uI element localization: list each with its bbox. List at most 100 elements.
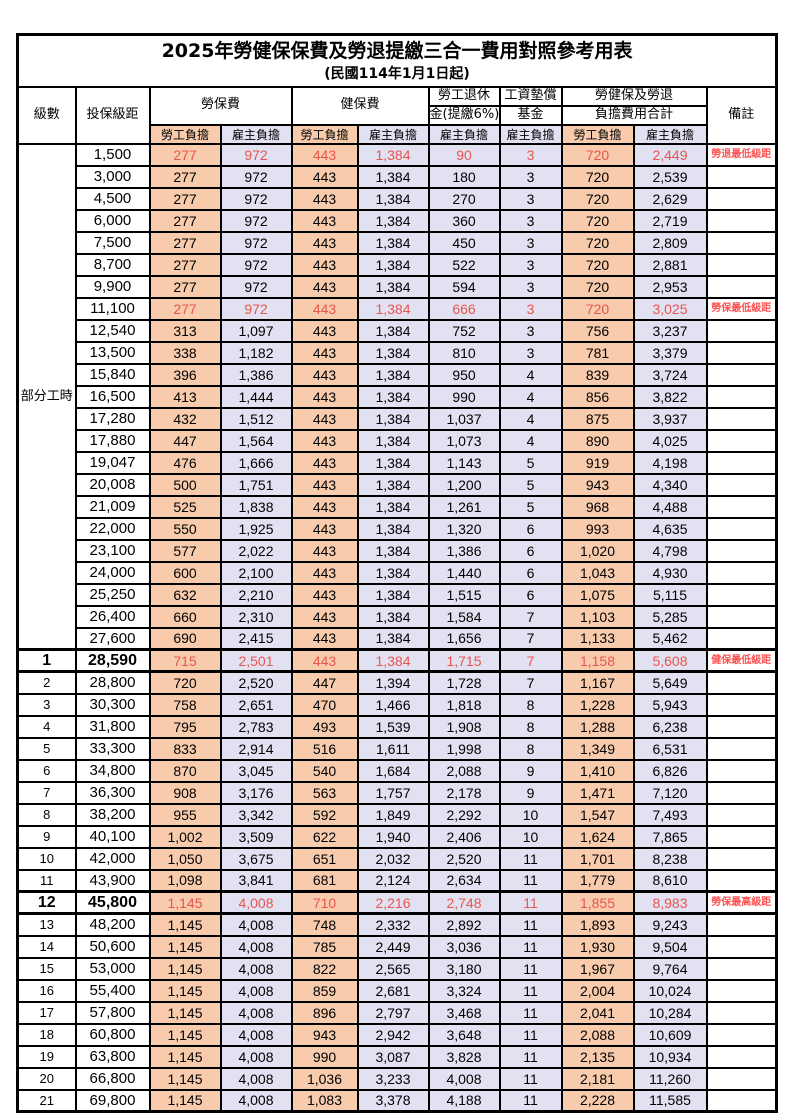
cell-wagefund-employer: 3 (498, 252, 563, 277)
table-row: 11 43,900 1,098 3,841 681 2,124 2,634 11 1,779 8,… (16, 868, 778, 893)
cell-labor-employee: 313 (148, 318, 222, 343)
cell-health-employer: 1,539 (356, 714, 430, 739)
cell-total-employer: 4,340 (632, 472, 708, 497)
header-pension-line2: 金(提繳6%) (427, 104, 501, 126)
cell-total-employer: 6,531 (632, 736, 708, 761)
table-row: 8 38,200 955 3,342 592 1,849 2,292 10 1,547 7,493 (16, 802, 778, 827)
cell-pension-employer: 2,892 (427, 912, 501, 937)
cell-total-employer: 2,953 (632, 274, 708, 299)
cell-wagefund-employer: 4 (498, 384, 563, 409)
cell-pension-employer: 2,634 (427, 868, 501, 893)
cell-health-employee: 443 (290, 252, 359, 277)
cell-labor-employee: 396 (148, 362, 222, 387)
cell-labor-employer: 4,008 (219, 978, 293, 1003)
cell-pension-employer: 1,261 (427, 494, 501, 519)
cell-labor-employer: 3,509 (219, 824, 293, 849)
cell-labor-employee: 500 (148, 472, 222, 497)
cell-level: 21 (16, 1088, 77, 1113)
cell-note (705, 692, 778, 717)
table-row: 8,700 277 972 443 1,384 522 3 720 2,881 (18, 252, 778, 277)
table-row: 23,100 577 2,022 443 1,384 1,386 6 1,020 4,798 (18, 538, 778, 563)
cell-health-employee: 681 (290, 868, 359, 893)
table-row: 21 69,800 1,145 4,008 1,083 3,378 4,188 11 2,228… (16, 1088, 778, 1113)
cell-labor-employer: 972 (219, 296, 293, 321)
cell-labor-employee: 525 (148, 494, 222, 519)
cell-labor-employer: 4,008 (219, 912, 293, 937)
table-row: 22,000 550 1,925 443 1,384 1,320 6 993 4,635 (18, 516, 778, 541)
cell-health-employer: 2,124 (356, 868, 430, 893)
cell-labor-employer: 4,008 (219, 1066, 293, 1091)
table-row: 17 57,800 1,145 4,008 896 2,797 3,468 11 2,041 10… (16, 1000, 778, 1025)
cell-note (705, 208, 778, 233)
cell-total-employee: 943 (560, 472, 635, 497)
cell-pension-employer: 522 (427, 252, 501, 277)
cell-total-employee: 968 (560, 494, 635, 519)
cell-bracket: 24,000 (74, 560, 151, 585)
table-row: 13 48,200 1,145 4,008 748 2,332 2,892 11 1,893 9,… (16, 912, 778, 937)
cell-note (705, 274, 778, 299)
cell-bracket: 36,300 (74, 780, 151, 805)
cell-labor-employer: 972 (219, 230, 293, 255)
cell-wagefund-employer: 3 (498, 164, 563, 189)
cell-wagefund-employer: 7 (498, 626, 563, 651)
cell-total-employee: 1,158 (560, 648, 635, 673)
cell-labor-employee: 277 (148, 230, 222, 255)
cell-total-employer: 3,025 (632, 296, 708, 321)
cell-total-employee: 1,779 (560, 868, 635, 893)
cell-health-employee: 516 (290, 736, 359, 761)
cell-note: 勞保最高級距 (705, 890, 778, 915)
cell-level: 4 (16, 714, 77, 739)
cell-total-employer: 10,934 (632, 1044, 708, 1069)
cell-bracket: 11,100 (74, 296, 151, 321)
cell-labor-employee: 1,145 (148, 1044, 222, 1069)
cell-bracket: 63,800 (74, 1044, 151, 1069)
cell-bracket: 16,500 (74, 384, 151, 409)
table-row: 10 42,000 1,050 3,675 651 2,032 2,520 11 1,701 8,… (16, 846, 778, 871)
cell-level: 6 (16, 758, 77, 783)
subheader-health-employee: 勞工負擔 (290, 123, 359, 145)
cell-bracket: 69,800 (74, 1088, 151, 1113)
cell-health-employee: 443 (290, 230, 359, 255)
cell-health-employer: 1,684 (356, 758, 430, 783)
cell-labor-employer: 1,444 (219, 384, 293, 409)
cell-health-employer: 1,394 (356, 670, 430, 695)
cell-level: 7 (16, 780, 77, 805)
cell-bracket: 53,000 (74, 956, 151, 981)
cell-wagefund-employer: 11 (498, 890, 563, 915)
cell-wagefund-employer: 3 (498, 274, 563, 299)
cell-wagefund-employer: 3 (498, 230, 563, 255)
cell-health-employer: 1,466 (356, 692, 430, 717)
cell-health-employer: 1,757 (356, 780, 430, 805)
cell-bracket: 19,047 (74, 450, 151, 475)
cell-total-employer: 9,764 (632, 956, 708, 981)
subheader-total-employee: 勞工負擔 (560, 123, 635, 145)
cell-labor-employer: 4,008 (219, 1088, 293, 1113)
cell-wagefund-employer: 5 (498, 472, 563, 497)
cell-labor-employer: 3,176 (219, 780, 293, 805)
cell-note (705, 230, 778, 255)
cell-labor-employer: 2,783 (219, 714, 293, 739)
cell-labor-employer: 4,008 (219, 1022, 293, 1047)
cell-total-employer: 4,635 (632, 516, 708, 541)
header-pension-line1: 勞工退休 (427, 85, 501, 107)
cell-labor-employee: 277 (148, 142, 222, 167)
cell-total-employee: 720 (560, 208, 635, 233)
cell-labor-employee: 447 (148, 428, 222, 453)
cell-labor-employee: 795 (148, 714, 222, 739)
cell-total-employer: 3,937 (632, 406, 708, 431)
cell-note (705, 912, 778, 937)
cell-pension-employer: 90 (427, 142, 501, 167)
cell-bracket: 7,500 (74, 230, 151, 255)
cell-total-employer: 2,719 (632, 208, 708, 233)
part-time-group-cell: 部分工時 (16, 142, 77, 651)
cell-bracket: 23,100 (74, 538, 151, 563)
cell-health-employee: 622 (290, 824, 359, 849)
cell-bracket: 55,400 (74, 978, 151, 1003)
cell-bracket: 25,250 (74, 582, 151, 607)
cell-pension-employer: 1,386 (427, 538, 501, 563)
cell-labor-employer: 2,210 (219, 582, 293, 607)
cell-health-employer: 1,384 (356, 230, 430, 255)
cell-bracket: 21,009 (74, 494, 151, 519)
cell-health-employee: 710 (290, 890, 359, 915)
